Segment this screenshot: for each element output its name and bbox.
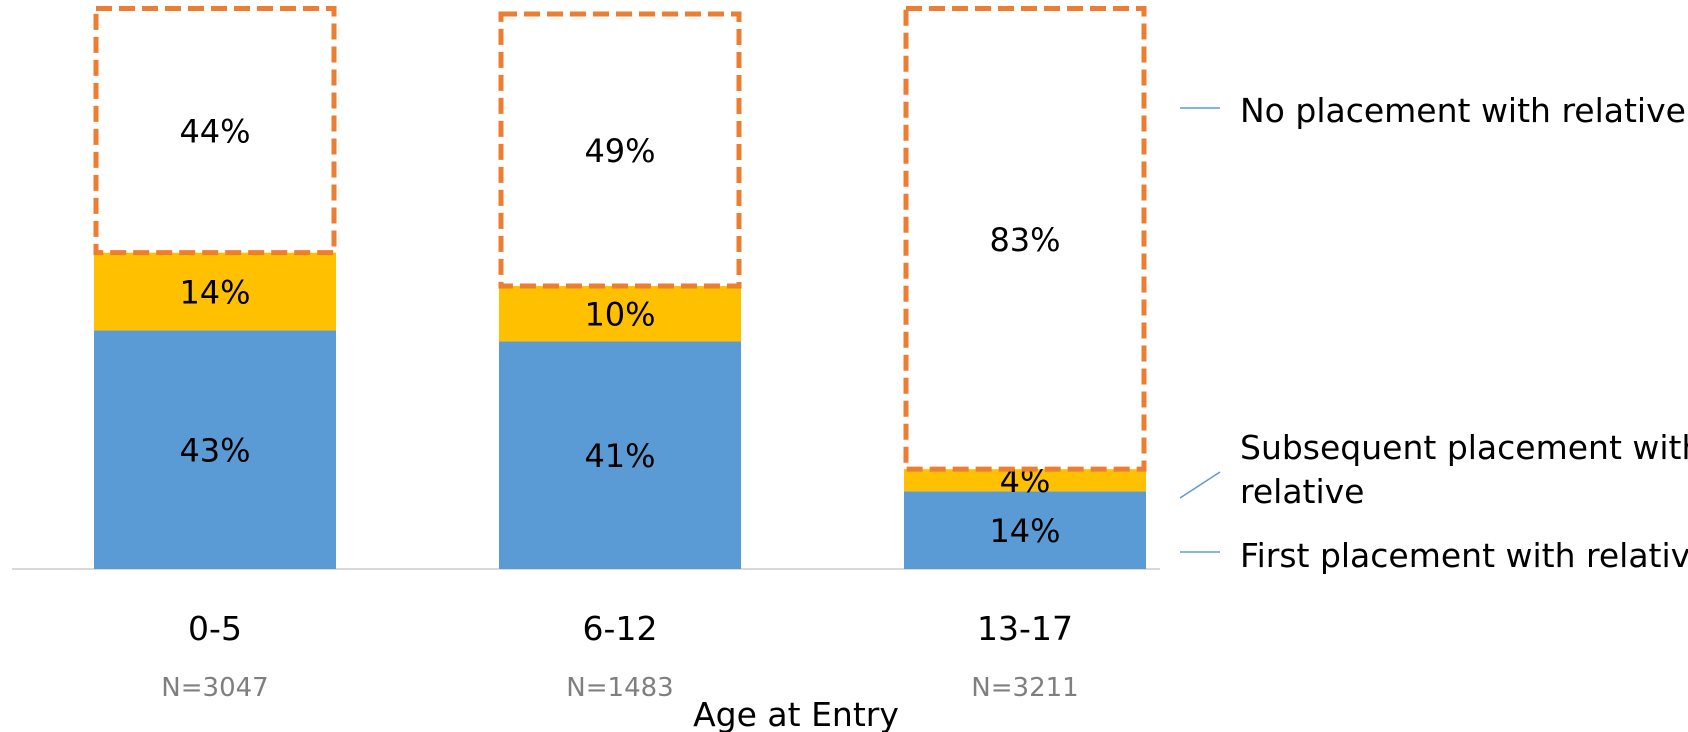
data-label: 14% — [989, 512, 1060, 550]
data-label: 44% — [179, 113, 250, 151]
data-label: 49% — [584, 132, 655, 170]
x-tick-label: 6-12 — [583, 609, 658, 648]
sample-size-label: N=1483 — [566, 673, 673, 703]
legend-leader-line — [1180, 472, 1220, 498]
data-label: 14% — [179, 274, 250, 312]
data-label: 10% — [584, 296, 655, 334]
x-axis-title: Age at Entry — [693, 695, 899, 732]
x-tick-label: 0-5 — [188, 609, 242, 648]
legend-label: relative — [1240, 472, 1364, 511]
data-label: 41% — [584, 437, 655, 475]
legend-label: Subsequent placement with — [1240, 428, 1688, 467]
x-tick-label: 13-17 — [977, 609, 1073, 648]
x-axis: 0-5 N=3047 6-12 N=1483 13-17 N=3211 — [161, 609, 1078, 703]
legend-label: No placement with relative — [1240, 91, 1686, 130]
data-label: 83% — [989, 221, 1060, 259]
legend: No placement with relative Subsequent pla… — [1180, 91, 1688, 575]
legend-label: First placement with relative — [1240, 536, 1688, 575]
bars-group: 43%14%44%41%10%49%14%4%83% — [94, 8, 1146, 569]
data-label: 43% — [179, 432, 250, 470]
sample-size-label: N=3211 — [971, 673, 1078, 703]
sample-size-label: N=3047 — [161, 673, 268, 703]
